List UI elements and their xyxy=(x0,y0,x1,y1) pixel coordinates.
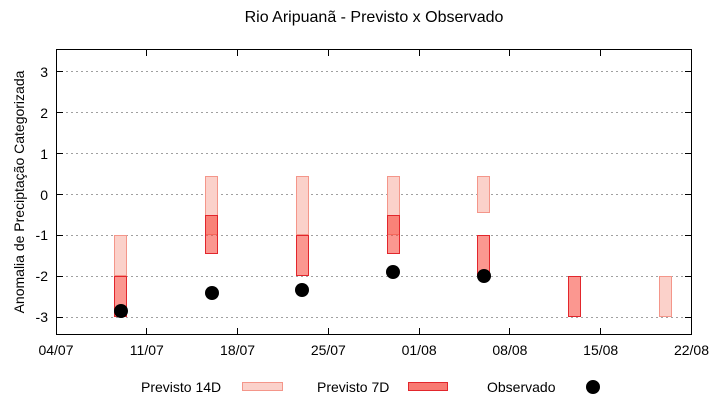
y-tick xyxy=(56,71,63,73)
x-tick-label: 15/08 xyxy=(583,342,619,358)
y-tick-mirror xyxy=(684,112,692,114)
x-tick-mirror xyxy=(600,49,602,56)
previsto-7d-bar xyxy=(295,235,309,277)
observado-dot xyxy=(295,283,310,298)
x-tick xyxy=(418,328,420,335)
previsto-14d-bar xyxy=(295,176,309,236)
previsto-14d-bar xyxy=(477,176,491,213)
legend-label-previsto-14d: Previsto 14D xyxy=(141,379,222,395)
observado-dot xyxy=(476,269,491,284)
gridline xyxy=(56,194,692,195)
observado-dot xyxy=(204,285,219,300)
legend-swatch-previsto-7d xyxy=(408,382,448,391)
x-tick xyxy=(237,328,239,335)
y-tick xyxy=(56,275,63,277)
y-tick xyxy=(56,316,63,318)
y-tick-label: 3 xyxy=(40,63,48,80)
y-tick xyxy=(56,234,63,236)
x-tick xyxy=(509,328,511,335)
x-tick-mirror xyxy=(509,49,511,56)
previsto-14d-bar xyxy=(659,276,673,318)
previsto-14d-bar xyxy=(114,235,128,277)
y-tick-label: 1 xyxy=(40,145,48,162)
observado-dot xyxy=(386,265,401,280)
x-tick xyxy=(600,328,602,335)
y-tick-mirror xyxy=(684,316,692,318)
x-tick xyxy=(146,328,148,335)
y-tick-label: -1 xyxy=(35,227,48,244)
gridline xyxy=(56,71,692,73)
gridline xyxy=(56,316,692,318)
y-tick-mirror xyxy=(684,275,692,277)
y-tick-mirror xyxy=(684,71,692,73)
y-tick-label: -3 xyxy=(35,309,48,326)
y-tick xyxy=(56,194,63,195)
observado-dot xyxy=(113,303,128,318)
x-tick-label: 18/07 xyxy=(220,342,256,358)
legend-swatch-previsto-14d xyxy=(242,382,283,391)
x-tick-label: 25/07 xyxy=(310,342,346,358)
x-tick-label: 01/08 xyxy=(401,342,437,358)
plot-border xyxy=(56,49,692,335)
y-tick-mirror xyxy=(684,153,692,155)
chart-title: Rio Aripuanã - Previsto x Observado xyxy=(244,9,504,26)
x-tick-label: 04/07 xyxy=(38,342,74,358)
gridline xyxy=(56,234,692,236)
x-tick-mirror xyxy=(418,49,420,56)
y-tick xyxy=(56,153,63,155)
y-tick xyxy=(56,112,63,114)
legend-marker-observado-dot xyxy=(586,380,600,394)
x-tick-label: 11/07 xyxy=(129,342,164,358)
x-tick-mirror xyxy=(327,49,329,56)
y-tick-label: 0 xyxy=(40,186,48,203)
previsto-7d-bar xyxy=(568,276,582,318)
y-tick-mirror xyxy=(684,234,692,236)
y-tick-mirror xyxy=(684,194,692,195)
gridline xyxy=(56,275,692,277)
gridline xyxy=(56,153,692,155)
previsto-7d-bar xyxy=(386,214,400,254)
previsto-7d-bar xyxy=(205,214,219,254)
legend-label-observado: Observado xyxy=(487,379,556,395)
x-tick-label: 22/08 xyxy=(673,342,710,358)
x-tick-label: 08/08 xyxy=(492,342,528,358)
y-tick-label: -2 xyxy=(35,268,48,285)
x-tick xyxy=(691,328,692,335)
gridline xyxy=(56,112,692,114)
x-tick-mirror xyxy=(146,49,148,56)
x-tick-mirror xyxy=(237,49,239,56)
legend-label-previsto-7d: Previsto 7D xyxy=(317,379,390,395)
x-tick xyxy=(327,328,329,335)
y-tick-label: 2 xyxy=(40,104,48,121)
x-tick-mirror xyxy=(691,49,692,56)
